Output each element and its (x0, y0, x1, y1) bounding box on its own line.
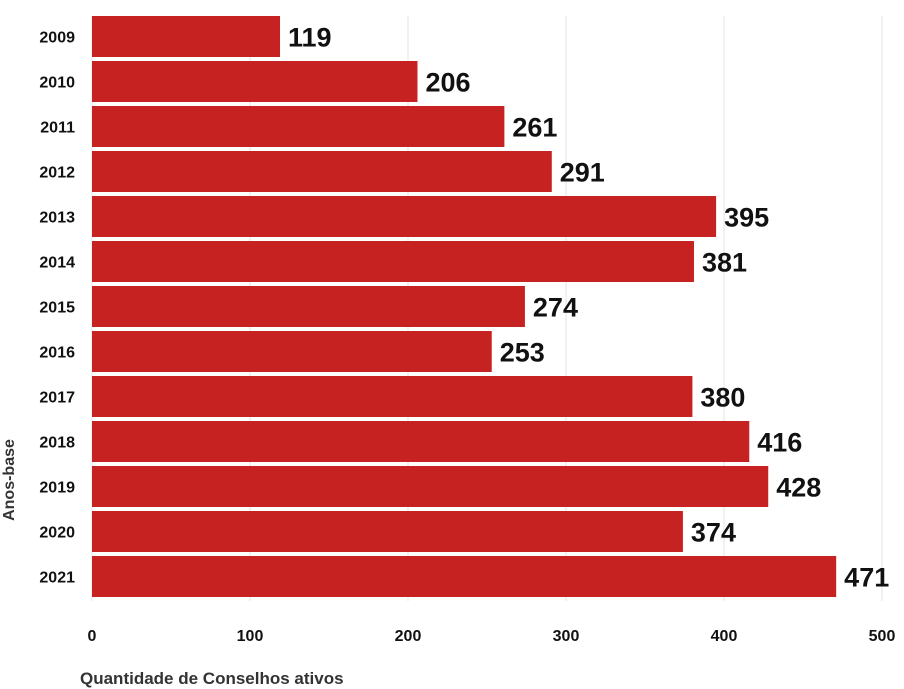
bar-2018 (92, 421, 750, 462)
y-tick-2021: 2021 (39, 570, 75, 587)
y-tick-labels: 2009 2010 2011 2012 2013 2014 2015 2016 2017 2018… (39, 30, 75, 587)
bar-2019 (92, 466, 769, 507)
y-tick-2020: 2020 (39, 525, 75, 542)
y-tick-2013: 2013 (39, 210, 75, 227)
y-axis-title: Anos-base (1, 439, 18, 521)
bar-2017 (92, 376, 693, 417)
bar-2014 (92, 241, 694, 282)
y-tick-2019: 2019 (39, 480, 75, 497)
data-label-2018: 416 (757, 428, 802, 458)
data-label-2012: 291 (560, 158, 605, 188)
data-label-2015: 274 (533, 293, 578, 323)
data-label-2010: 206 (425, 68, 470, 98)
x-tick-500: 500 (869, 628, 896, 645)
bar-2021 (92, 556, 837, 597)
y-tick-2017: 2017 (39, 390, 75, 407)
data-label-2011: 261 (512, 113, 557, 143)
y-tick-2012: 2012 (39, 165, 75, 182)
data-label-2021: 471 (844, 563, 889, 593)
y-tick-2018: 2018 (39, 435, 75, 452)
data-label-2017: 380 (700, 383, 745, 413)
data-label-2020: 374 (691, 518, 736, 548)
data-label-2016: 253 (500, 338, 545, 368)
bar-2010 (92, 61, 418, 102)
bars (92, 16, 837, 597)
y-tick-2010: 2010 (39, 75, 75, 92)
data-label-2013: 395 (724, 203, 769, 233)
x-tick-labels: 0 100 200 300 400 500 (88, 628, 896, 645)
bar-2012 (92, 151, 552, 192)
y-tick-2011: 2011 (40, 120, 75, 137)
bar-2016 (92, 331, 492, 372)
y-tick-2014: 2014 (39, 255, 75, 272)
data-label-2019: 428 (776, 473, 821, 503)
bar-2009 (92, 16, 281, 57)
y-tick-2015: 2015 (39, 300, 75, 317)
x-tick-100: 100 (237, 628, 264, 645)
x-tick-0: 0 (88, 628, 97, 645)
bar-2015 (92, 286, 525, 327)
x-tick-400: 400 (711, 628, 738, 645)
data-label-2014: 381 (702, 248, 747, 278)
y-tick-2016: 2016 (39, 345, 75, 362)
x-axis-title: Quantidade de Conselhos ativos (80, 669, 344, 688)
bar-2011 (92, 106, 505, 147)
x-tick-200: 200 (395, 628, 422, 645)
y-tick-2009: 2009 (39, 30, 75, 47)
data-label-2009: 119 (288, 23, 332, 53)
bar-2020 (92, 511, 683, 552)
x-tick-300: 300 (553, 628, 580, 645)
bar-2013 (92, 196, 717, 237)
